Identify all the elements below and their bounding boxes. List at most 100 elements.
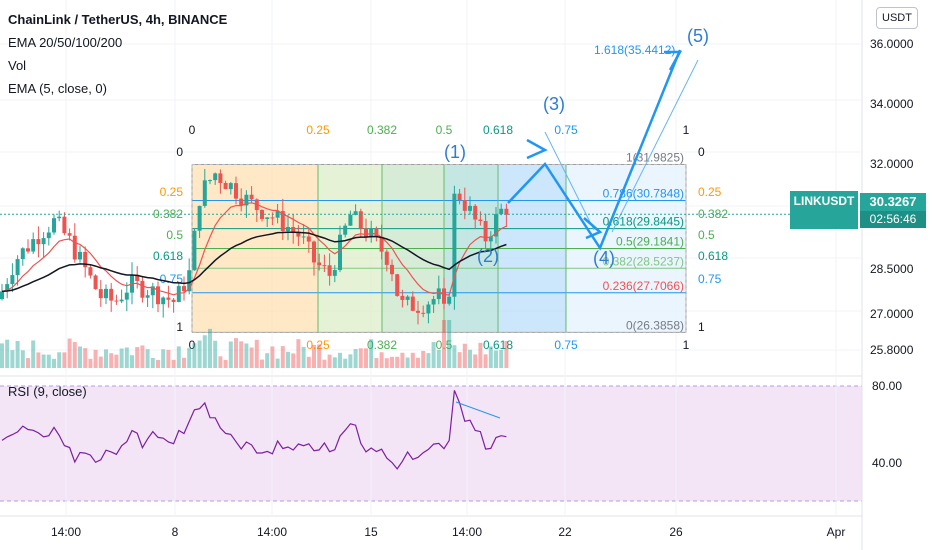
candle-body bbox=[218, 173, 223, 183]
volume-bar bbox=[228, 341, 233, 368]
volume-bar bbox=[88, 358, 93, 368]
fib-retracement[interactable]: 0 0.25 0.382 0.5 0.618 0.75 10 0.25 0.382 0.5 0.61… bbox=[153, 43, 728, 352]
currency-button[interactable]: USDT bbox=[876, 7, 918, 29]
candle-body bbox=[5, 284, 10, 292]
wave-label: (3) bbox=[543, 94, 565, 114]
price-tick-label: 27.0000 bbox=[870, 307, 914, 321]
volume-bar bbox=[286, 351, 290, 368]
candle-body bbox=[312, 241, 316, 263]
fib-bottom-label: 1 bbox=[683, 338, 690, 352]
fib-right-label: 0.75 bbox=[698, 272, 722, 286]
candle-body bbox=[457, 193, 462, 201]
vol-legend: Vol bbox=[8, 58, 27, 73]
volume-bar bbox=[364, 348, 368, 368]
candle-body bbox=[78, 251, 82, 260]
fib-right-label: 1 bbox=[698, 320, 705, 334]
volume-bar bbox=[52, 358, 56, 368]
volume-bar bbox=[410, 352, 415, 368]
candle-body bbox=[0, 291, 4, 299]
volume-bar bbox=[343, 358, 348, 368]
volume-bar bbox=[31, 340, 36, 368]
volume-bar bbox=[57, 352, 62, 368]
wave-label: (4) bbox=[593, 248, 615, 268]
fib-top-label: 0.618 bbox=[483, 123, 513, 137]
candle-body bbox=[296, 231, 301, 237]
volume-bar bbox=[275, 358, 280, 368]
candle-body bbox=[348, 214, 353, 226]
volume-bar bbox=[15, 340, 20, 368]
candle-body bbox=[452, 193, 457, 297]
ticker-symbol-box: LINKUSDT bbox=[790, 191, 858, 229]
candle-body bbox=[483, 221, 488, 242]
volume-bar bbox=[338, 352, 342, 368]
ema-legend: EMA 20/50/100/200 bbox=[8, 35, 123, 50]
volume-bar bbox=[442, 320, 446, 368]
volume-bar bbox=[416, 357, 420, 368]
volume-bar bbox=[296, 339, 301, 368]
volume-bar bbox=[223, 359, 228, 368]
volume-bar bbox=[62, 352, 67, 368]
candle-body bbox=[223, 182, 228, 190]
price-tick-label: 28.5000 bbox=[870, 262, 914, 276]
candle-body bbox=[374, 228, 379, 237]
volume-bar bbox=[270, 346, 275, 368]
volume-bar bbox=[135, 347, 140, 368]
candle-body bbox=[31, 239, 36, 252]
volume-bar bbox=[504, 340, 509, 368]
candle-body bbox=[119, 299, 124, 302]
volume-bar bbox=[20, 350, 25, 368]
candle-body bbox=[338, 234, 342, 271]
volume-bar bbox=[400, 352, 405, 368]
volume-bar bbox=[483, 354, 488, 368]
candle-body bbox=[447, 296, 452, 304]
grid bbox=[0, 0, 862, 516]
candle-body bbox=[192, 230, 197, 271]
volume-bar bbox=[468, 349, 472, 368]
candle-body bbox=[353, 211, 358, 215]
candle-body bbox=[26, 248, 30, 252]
candle-body bbox=[104, 288, 108, 299]
fib-right-label: 0 bbox=[698, 145, 705, 159]
candle-body bbox=[405, 296, 410, 300]
volume-bar bbox=[452, 345, 457, 368]
price-tick-label: 25.8000 bbox=[870, 343, 914, 357]
candle-body bbox=[176, 286, 181, 302]
volume-bar bbox=[306, 356, 311, 368]
volume-bar bbox=[166, 349, 171, 368]
candle-body bbox=[234, 183, 238, 199]
candle-body bbox=[421, 312, 426, 314]
candle-body bbox=[468, 205, 472, 211]
rsi-tick-label: 40.00 bbox=[872, 456, 902, 470]
candle-body bbox=[208, 180, 212, 182]
volume-bar bbox=[187, 348, 192, 368]
fib-left-label: 0.5 bbox=[166, 228, 183, 242]
elliott-waves[interactable]: (1) (2) (3) (4) (5) bbox=[444, 26, 709, 268]
volume-bar bbox=[192, 343, 197, 368]
candle-body bbox=[364, 228, 368, 238]
volume-bar bbox=[234, 338, 238, 368]
candle-body bbox=[20, 248, 25, 260]
volume-bar bbox=[291, 353, 296, 368]
ema-black-line bbox=[1, 231, 507, 293]
candle-body bbox=[384, 251, 389, 265]
candle-body bbox=[395, 274, 400, 296]
time-tick-label: 14:00 bbox=[257, 525, 287, 539]
fib-bottom-label: 0.382 bbox=[367, 338, 397, 352]
volume-bar bbox=[390, 356, 394, 368]
volume-bar bbox=[78, 346, 82, 368]
volume-bar bbox=[119, 348, 124, 368]
volume-bar bbox=[473, 354, 478, 368]
volume-bar bbox=[83, 348, 88, 368]
fib-trend-line bbox=[544, 131, 595, 231]
volume-bar bbox=[46, 354, 51, 368]
volume-bar bbox=[213, 340, 218, 368]
volume-bar bbox=[431, 342, 436, 368]
volume-bar bbox=[369, 339, 374, 368]
candle-body bbox=[41, 238, 46, 245]
volume-bar bbox=[197, 340, 202, 368]
candle-body bbox=[109, 288, 114, 301]
candle-body bbox=[442, 288, 446, 304]
rsi-tick-label: 80.00 bbox=[872, 379, 902, 393]
volume-bar bbox=[244, 343, 249, 368]
